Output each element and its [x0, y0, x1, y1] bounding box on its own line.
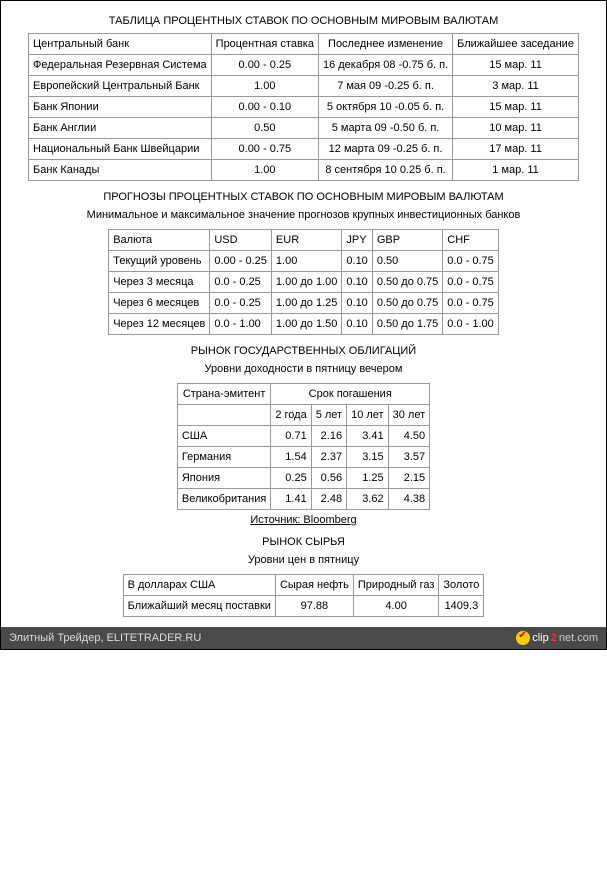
source-label: Источник: Bloomberg [5, 514, 602, 526]
forecasts-table: Валюта USD EUR JPY GBP CHF Текущий урове… [108, 229, 499, 335]
section3-subtitle: Уровни доходности в пятницу вечером [5, 363, 602, 375]
table-row: Через 12 месяцев0.0 - 1.001.00 до 1.500.… [109, 314, 499, 335]
table-row: Ближайший месяц поставки 97.88 4.00 1409… [123, 596, 484, 617]
table-header-row: Валюта USD EUR JPY GBP CHF [109, 230, 499, 251]
commodities-table: В долларах США Сырая нефть Природный газ… [123, 574, 485, 617]
footer-watermark: clip2net.com [516, 631, 598, 645]
watermark-suffix: net.com [559, 632, 598, 644]
col-header: Центральный банк [29, 34, 212, 55]
table-row: Европейский Центральный Банк1.007 мая 09… [29, 76, 579, 97]
table-row: Национальный Банк Швейцарии0.00 - 0.7512… [29, 139, 579, 160]
watermark-highlight: 2 [551, 632, 557, 644]
footer-left-text: Элитный Трейдер, ELITETRADER.RU [9, 632, 201, 644]
table-subheader-row: 2 года 5 лет 10 лет 30 лет [177, 405, 429, 426]
table-header-row: В долларах США Сырая нефть Природный газ… [123, 575, 484, 596]
section2-title: ПРОГНОЗЫ ПРОЦЕНТНЫХ СТАВОК ПО ОСНОВНЫМ М… [5, 191, 602, 203]
col-header: Последнее изменение [318, 34, 452, 55]
bonds-table: Страна-эмитент Срок погашения 2 года 5 л… [177, 383, 430, 510]
section4-title: РЫНОК СЫРЬЯ [5, 536, 602, 548]
document-page: ТАБЛИЦА ПРОЦЕНТНЫХ СТАВОК ПО ОСНОВНЫМ МИ… [0, 0, 607, 650]
interest-rates-table: Центральный банк Процентная ставка После… [28, 33, 579, 181]
table-row: Германия1.542.373.153.57 [177, 447, 429, 468]
table-header-row: Центральный банк Процентная ставка После… [29, 34, 579, 55]
section3-title: РЫНОК ГОСУДАРСТВЕННЫХ ОБЛИГАЦИЙ [5, 345, 602, 357]
table-row: Текущий уровень0.00 - 0.251.000.100.500.… [109, 251, 499, 272]
section2-subtitle: Минимальное и максимальное значение прог… [5, 209, 602, 221]
table-row: Банк Японии0.00 - 0.105 октября 10 -0.05… [29, 97, 579, 118]
col-header: Ближайшее заседание [453, 34, 579, 55]
table-header-row: Страна-эмитент Срок погашения [177, 384, 429, 405]
clip2net-icon [516, 631, 530, 645]
table-row: Федеральная Резервная Система0.00 - 0.25… [29, 55, 579, 76]
table-row: Банк Канады1.008 сентября 10 0.25 б. п.1… [29, 160, 579, 181]
col-header: Процентная ставка [211, 34, 318, 55]
table-row: Япония0.250.561.252.15 [177, 468, 429, 489]
section1-title: ТАБЛИЦА ПРОЦЕНТНЫХ СТАВОК ПО ОСНОВНЫМ МИ… [5, 15, 602, 27]
table-row: Через 6 месяцев0.0 - 0.251.00 до 1.250.1… [109, 293, 499, 314]
footer-bar: Элитный Трейдер, ELITETRADER.RU clip2net… [1, 627, 606, 649]
table-row: Великобритания1.412.483.624.38 [177, 489, 429, 510]
section4-subtitle: Уровни цен в пятницу [5, 554, 602, 566]
table-row: Банк Англии0.505 марта 09 -0.50 б. п.10 … [29, 118, 579, 139]
watermark-prefix: clip [532, 632, 549, 644]
table-row: Через 3 месяца0.0 - 0.251.00 до 1.000.10… [109, 272, 499, 293]
table-row: США0.712.163.414.50 [177, 426, 429, 447]
